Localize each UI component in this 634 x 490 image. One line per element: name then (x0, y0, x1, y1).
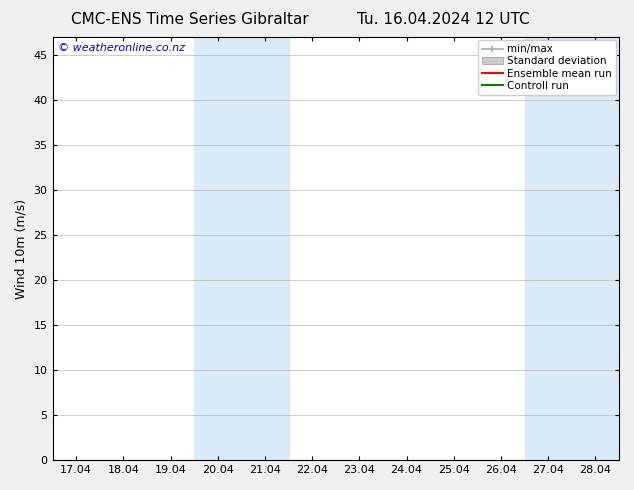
Bar (194, 37, 288, 460)
Text: Tu. 16.04.2024 12 UTC: Tu. 16.04.2024 12 UTC (358, 12, 530, 27)
Bar (524, 37, 619, 460)
Y-axis label: Wind 10m (m/s): Wind 10m (m/s) (15, 198, 28, 299)
Text: CMC-ENS Time Series Gibraltar: CMC-ENS Time Series Gibraltar (71, 12, 309, 27)
Legend: min/max, Standard deviation, Ensemble mean run, Controll run: min/max, Standard deviation, Ensemble me… (478, 40, 616, 95)
Text: © weatheronline.co.nz: © weatheronline.co.nz (58, 44, 185, 53)
